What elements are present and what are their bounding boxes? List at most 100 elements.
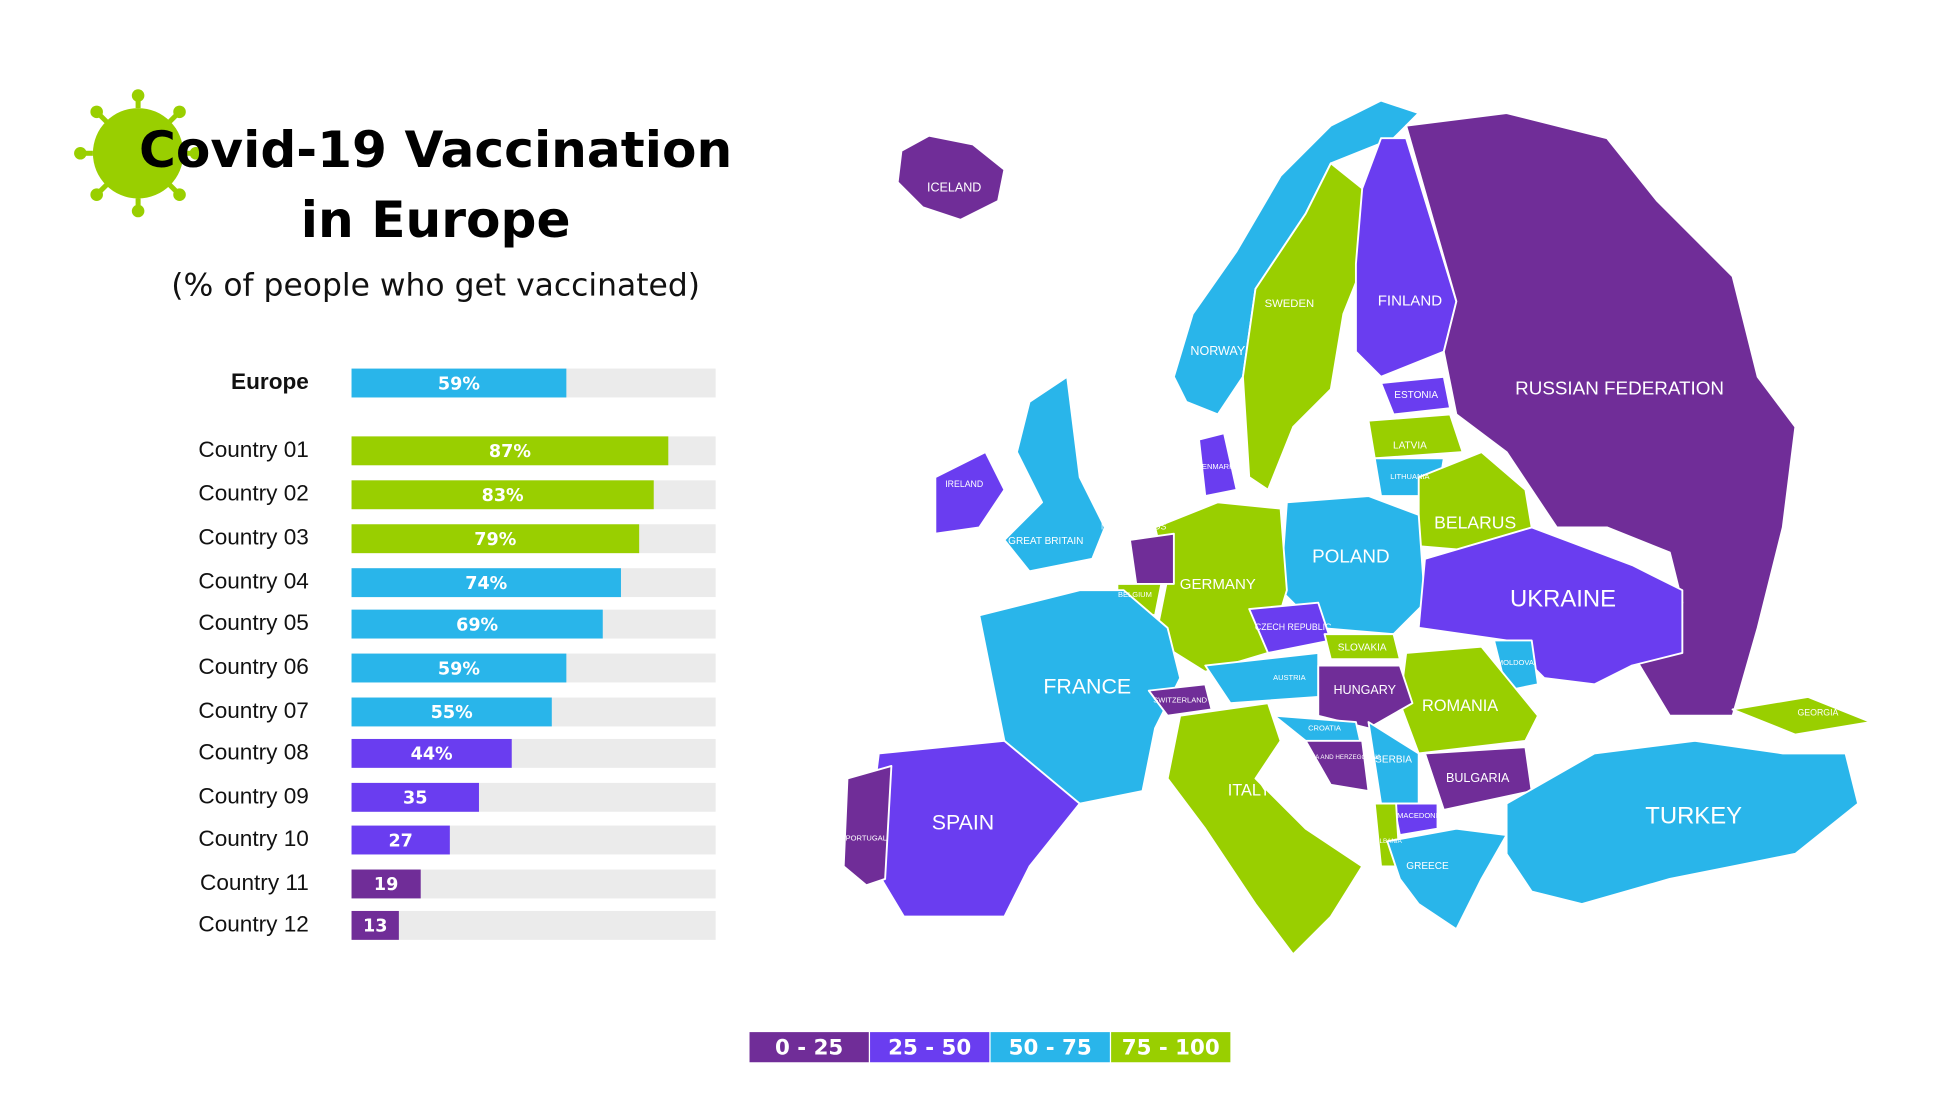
- title: in Europe: [301, 190, 571, 249]
- country-label: BULGARIA: [1446, 771, 1510, 785]
- category-label: Country 11: [200, 870, 309, 895]
- country-region: [842, 765, 893, 887]
- bar-chart: Europe 59% Country 01 87% Country 02 83% Count…: [198, 368, 716, 940]
- legend-label: 75 - 100: [1122, 1035, 1220, 1060]
- legend-swatch: [749, 1032, 869, 1063]
- value-label: 87%: [489, 442, 531, 462]
- legend-label: 50 - 75: [1009, 1035, 1092, 1060]
- virus-icon: [74, 89, 203, 218]
- value-label: 74%: [465, 574, 507, 594]
- bar: [351, 568, 621, 598]
- country-label: SWITZERLAND: [1153, 696, 1207, 705]
- value-label: 59%: [438, 659, 480, 679]
- legend: 0 - 25 25 - 50 50 - 75 75 - 100: [749, 1032, 1231, 1063]
- country-label: PORTUGAL: [846, 834, 887, 843]
- country-label: CROATIA: [1308, 723, 1341, 732]
- country-label: FINLAND: [1378, 292, 1443, 309]
- value-label: 35: [403, 789, 427, 809]
- country-label: LITHUANIA: [1390, 472, 1429, 481]
- legend-swatch: [1111, 1032, 1231, 1063]
- bar-track: [351, 910, 716, 940]
- country-label: UKRAINE: [1510, 586, 1616, 613]
- value-label: 59%: [438, 374, 480, 394]
- country-region: [1731, 695, 1872, 736]
- legend-swatch: [990, 1032, 1110, 1063]
- country-region: [1380, 375, 1452, 416]
- country-label: LATVIA: [1393, 440, 1427, 451]
- country-label: SLOVAKIA: [1338, 643, 1387, 654]
- bar: [351, 368, 567, 398]
- country-region: [1241, 162, 1370, 491]
- country-region: [896, 134, 1006, 221]
- category-label: Country 01: [198, 437, 308, 462]
- category-label: Country 12: [198, 911, 308, 936]
- country-region: [934, 451, 1006, 535]
- country-label: AUSTRIA: [1273, 673, 1306, 682]
- country-label: GERMANY: [1180, 576, 1256, 593]
- category-label: Country 08: [198, 739, 308, 764]
- country-label: ALBANIA: [1375, 838, 1402, 845]
- country-region: [1386, 827, 1508, 931]
- category-label: Country 04: [198, 569, 308, 594]
- country-label: POLAND: [1312, 546, 1389, 567]
- country-label: FRANCE: [1043, 675, 1131, 699]
- subtitle: (% of people who get vaccinated): [171, 267, 700, 303]
- map: ICELAND NORWAY SWEDEN FINLAND RUSSIAN FEDERA…: [842, 99, 1872, 956]
- country-label: SPAIN: [932, 810, 994, 834]
- country-label: IRELAND: [945, 479, 983, 489]
- value-label: 83%: [482, 486, 524, 506]
- country-label: CZECH REPUBLIC: [1255, 622, 1331, 632]
- category-label: Country 02: [198, 481, 308, 506]
- legend-label: 25 - 50: [888, 1035, 971, 1060]
- country-region: [1405, 112, 1797, 717]
- value-label: 55%: [431, 703, 473, 723]
- value-label: 27: [388, 831, 412, 851]
- country-label: TURKEY: [1645, 803, 1742, 830]
- country-region: [1317, 664, 1414, 730]
- country-label: GREAT BRITAIN: [1008, 536, 1083, 547]
- country-region: [1367, 413, 1464, 460]
- country-label: ICELAND: [927, 181, 981, 195]
- country-region: [1304, 739, 1370, 793]
- category-label: Country 03: [198, 525, 308, 550]
- country-label: MOLDOVA: [1497, 658, 1534, 667]
- bar: [351, 738, 512, 768]
- country-label: ESTONIA: [1394, 390, 1438, 401]
- bar: [351, 782, 479, 812]
- country-region: [978, 589, 1182, 805]
- country-label: BELARUS: [1434, 512, 1516, 532]
- country-label: RUSSIAN FEDERATION: [1515, 377, 1724, 398]
- country-region: [1505, 739, 1860, 905]
- country-label: ITALY: [1228, 781, 1271, 799]
- country-label: MACEDONIA: [1397, 811, 1443, 820]
- category-label: Country 10: [198, 826, 308, 851]
- bar: [351, 524, 640, 554]
- country-label: GEORGIA: [1797, 708, 1838, 718]
- country-region: [1128, 532, 1175, 585]
- title: Covid-19 Vaccination: [139, 120, 732, 179]
- country-label: ROMANIA: [1422, 697, 1498, 715]
- legend-swatch: [870, 1032, 990, 1063]
- country-label: BOSNIA AND HERZEGOVINA: [1296, 754, 1382, 761]
- country-label: HUNGARY: [1333, 683, 1396, 697]
- country-region: [1166, 702, 1364, 956]
- country-region: [1198, 432, 1238, 497]
- category-label: Country 07: [198, 698, 308, 723]
- legend-label: 0 - 25: [775, 1035, 843, 1060]
- value-label: 19: [374, 875, 398, 895]
- country-label: BELGIUM: [1118, 590, 1152, 599]
- bar: [351, 480, 654, 510]
- bar: [351, 869, 421, 899]
- category-label: Country 06: [198, 654, 308, 679]
- country-region: [1279, 495, 1426, 636]
- bar: [351, 653, 567, 683]
- country-label: SERBIA: [1375, 754, 1412, 765]
- value-label: 13: [363, 917, 387, 937]
- country-label: GREECE: [1406, 861, 1449, 872]
- country-label: NORWAY: [1190, 344, 1245, 358]
- bar: [351, 697, 552, 727]
- country-region: [1417, 526, 1684, 686]
- summary-label: Europe: [231, 369, 309, 394]
- country-region: [1323, 633, 1401, 661]
